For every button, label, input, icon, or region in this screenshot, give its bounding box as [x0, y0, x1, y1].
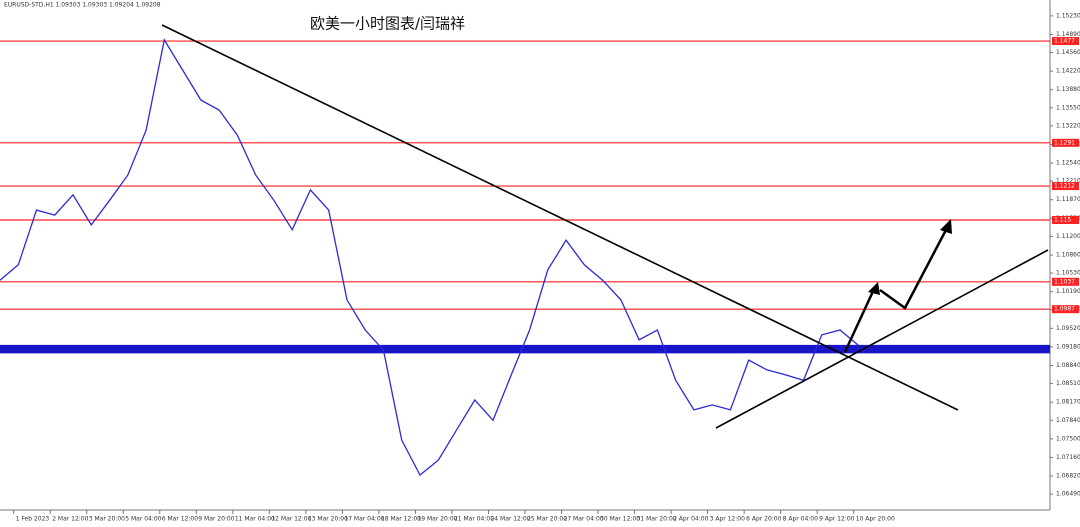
y-tick-label: 1.08510: [1056, 380, 1080, 387]
x-tick-label: 27 Mar 04:00: [564, 516, 604, 523]
level-tag: [1052, 215, 1079, 224]
price-line: [0, 38, 859, 477]
plot: 1.06490 1.06820 1.07160 1.07500 1.07840 1.081…: [0, 12, 1080, 523]
arrow-head: [868, 282, 880, 295]
chart-header: EURUSD-STD,H1 1.09303 1.09303 1.09204 1.…: [4, 2, 161, 9]
y-tick-label: 1.06820: [1056, 473, 1080, 480]
y-tick-label: 1.11870: [1056, 196, 1080, 203]
arrow-head: [940, 219, 952, 234]
x-tick-label: 31 Mar 20:00: [637, 516, 677, 523]
x-tick-label: 12 Mar 12:00: [271, 516, 311, 523]
y-tick-label: 1.07160: [1056, 454, 1080, 461]
x-tick-label: 21 Mar 04:00: [454, 516, 494, 523]
y-tick-label: 1.14220: [1056, 68, 1080, 75]
level-label: 1.1291: [1054, 139, 1075, 146]
chart-title: 欧美一小时图表/闫瑞祥: [310, 15, 465, 33]
x-tick-label: 2 Mar 12:00: [52, 516, 88, 523]
x-tick-label: 17 Mar 04:00: [344, 516, 384, 523]
support-trendline: [715, 249, 1049, 429]
y-tick-label: 1.06490: [1056, 491, 1080, 498]
x-tick-label: 3 Apr 12:00: [710, 516, 745, 523]
x-tick-label: 13 Mar 20:00: [308, 516, 348, 523]
y-tick-label: 1.14890: [1056, 31, 1080, 38]
level-label: 1.1037: [1054, 278, 1075, 285]
y-tick-label: 1.07500: [1056, 435, 1080, 442]
level-label: 1.115: [1054, 216, 1071, 223]
x-tick-label: 6 Mar 12:00: [162, 516, 198, 523]
x-tick-label: 18 Mar 12:00: [381, 516, 421, 523]
x-tick-label: 9 Mar 20:00: [198, 516, 234, 523]
y-tick-label: 1.10860: [1056, 252, 1080, 259]
y-tick-label: 1.11200: [1056, 233, 1080, 240]
y-tick-label: 1.07840: [1056, 417, 1080, 424]
support-zone: [0, 344, 1050, 354]
x-tick-label: 1 Feb 2023: [16, 516, 50, 523]
forecast-arrow: [879, 227, 949, 310]
level-label: 1.1477: [1054, 38, 1075, 45]
level-label: 1.0987: [1054, 306, 1075, 313]
y-tick-label: 1.12210: [1056, 178, 1080, 185]
y-tick-label: 1.10190: [1056, 288, 1080, 295]
y-tick-label: 1.13220: [1056, 122, 1080, 129]
y-tick-label: 1.13550: [1056, 104, 1080, 111]
y-tick-label: 1.13880: [1056, 86, 1080, 93]
y-tick-label: 1.09180: [1056, 343, 1080, 350]
y-tick-label: 1.12540: [1056, 160, 1080, 167]
level-tag: [1052, 182, 1079, 191]
y-tick-label: 1.14560: [1056, 49, 1080, 56]
level-tag: [1052, 305, 1079, 314]
level-tag: [1052, 138, 1079, 147]
level-tag: [1052, 37, 1079, 46]
x-tick-label: 9 Apr 12:00: [819, 516, 854, 523]
resistance-trendline: [161, 24, 959, 411]
y-tick-label: 1.10530: [1056, 270, 1080, 277]
x-tick-label: 3 Mar 20:00: [89, 516, 125, 523]
x-tick-label: 30 Mar 12:00: [600, 516, 640, 523]
x-tick-label: 5 Mar 04:00: [125, 516, 161, 523]
y-tick-label: 1.09520: [1056, 325, 1080, 332]
x-tick-label: 25 Mar 20:00: [527, 516, 567, 523]
x-tick-label: 8 Apr 04:00: [783, 516, 818, 523]
x-tick-label: 6 Apr 20:00: [746, 516, 781, 523]
x-tick-label: 19 Mar 20:00: [417, 516, 457, 523]
x-tick-label: 10 Apr 20:00: [856, 516, 895, 523]
y-tick-label: 1.08170: [1056, 399, 1080, 406]
y-tick-label: 1.15230: [1056, 12, 1080, 19]
level-tag: [1052, 277, 1079, 286]
level-label: 1.1212: [1054, 183, 1075, 190]
x-tick-label: 2 Apr 04:00: [673, 516, 708, 523]
forecast-arrow: [843, 286, 877, 353]
y-tick-label: 1.08840: [1056, 362, 1080, 369]
x-tick-label: 11 Mar 04:00: [235, 516, 275, 523]
x-tick-label: 24 Mar 12:00: [490, 516, 530, 523]
